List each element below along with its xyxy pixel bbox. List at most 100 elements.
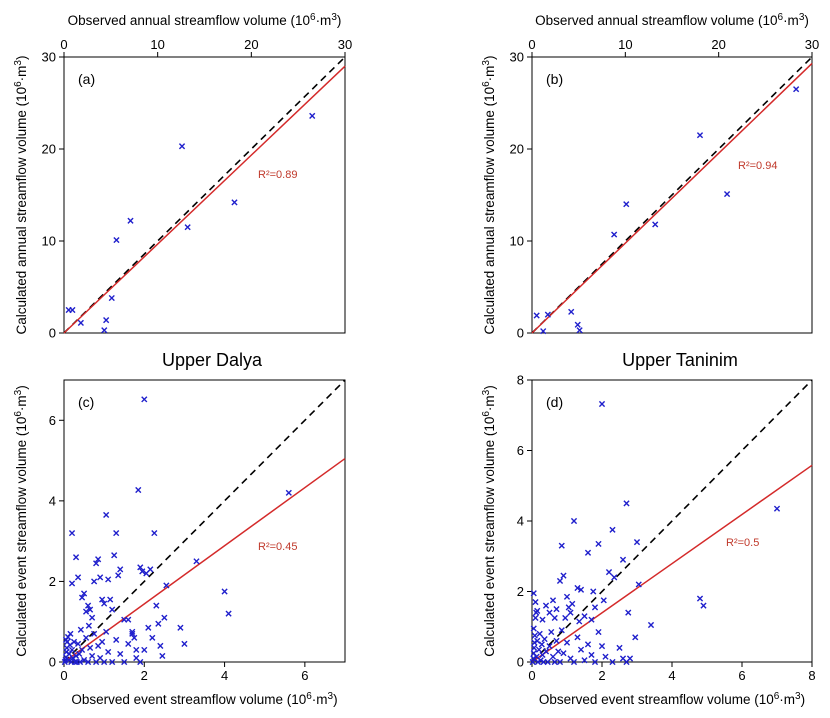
panel-d-data-point [616,644,623,651]
panel-c-data-point [129,628,136,635]
panel-c-data-point [68,529,76,537]
panel-a-data-point [101,327,108,334]
panel-d-y-tick-label: 6 [517,443,524,458]
panel-c-data-point [103,628,110,635]
panel-b-data-point [576,327,583,334]
panel-c-x-tick-label: 4 [221,668,228,683]
panel-c-data-point [80,590,88,597]
panel-c-data-point [115,572,122,579]
panel-d-x-tick-label: 6 [738,668,745,683]
panel-c-data-point [99,596,106,603]
panel-c-data-point [78,594,86,601]
panel-b-label: (b) [546,71,563,87]
panel-b-data-point [611,231,618,238]
panel-c-label: (c) [78,394,94,410]
panel-b-y-tick-label: 0 [517,326,524,341]
panel-a-data-point [103,317,110,324]
panel-c-data-point [71,658,78,666]
panel-b-x-axis-label: Observed annual streamflow volume (106·m… [535,12,809,29]
panel-b-data-point [568,308,575,315]
panel-c-data-point [68,646,76,654]
panel-c-data-point [157,642,164,649]
panel-c-data-point [225,610,232,617]
panel-c-data-point [161,614,168,621]
panel-d-data-point [556,577,564,585]
panel-c-frame [63,379,346,663]
panel-b-y-axis-label: Calculated annual streamflow volume (106… [481,55,498,334]
panel-b-data-point [540,328,547,335]
panel-a-x-axis-label: Observed annual streamflow volume (106·m… [68,12,342,29]
panel-c-data-point [72,554,80,561]
panel-a-y-tick-label: 20 [42,142,56,157]
panel-d-data-point [534,658,542,666]
panel-c-data-point [193,558,200,565]
panel-c-data-point [67,630,74,637]
panel-d-data-point [536,630,543,637]
panel-c-x-tick-label: 6 [301,668,308,683]
panel-c-x-axis-label: Observed event streamflow volume (106·m3… [71,691,337,708]
panel-c-data-point [76,650,83,658]
panel-c-data-point [91,630,98,637]
panel-c-data-point [82,608,90,615]
panel-a-fit-line [63,65,346,334]
panel-d-data-point [532,598,539,606]
panel-c-data-point [74,574,82,581]
panel-c-data-point [147,566,154,573]
panel-d-data-point [563,593,571,600]
panel-c-y-tick-label: 6 [49,413,56,428]
panel-b-data-point [793,86,800,93]
panel-b-data-point [544,311,551,318]
panel-c-data-point [131,634,138,641]
panel-c-y-tick-label: 0 [49,655,56,670]
panel-c-y-tick-label: 2 [49,574,56,589]
panel-c-data-point [89,652,96,660]
panel-c-data-point [72,652,80,660]
panel-d-data-point [538,641,545,648]
panel-c-data-point [105,648,112,656]
panel-a-data-point [77,319,84,326]
panel-d-data-point [556,658,564,666]
panel-d-data-point [553,637,560,644]
panel-c-data-point [101,658,108,666]
panel-c-data-point [109,658,116,666]
panel-b-data-point [652,221,659,228]
panel-c-x-tick-label: 2 [141,668,148,683]
panel-d-data-point [595,628,602,636]
panel-d-data-point [544,658,551,666]
panel-c-data-point [151,529,158,537]
panel-d-data-point [609,658,616,666]
panel-d-data-point [551,658,558,666]
panel-c-data-point [135,486,142,494]
panel-d-data-point [773,505,781,512]
panel-d-data-point [569,600,576,607]
panel-c-data-point [133,646,140,654]
panel-d-y-axis-label: Calculated event streamflow volume (106·… [481,385,498,657]
panel-d-data-point [632,634,639,641]
panel-c-data-point [89,614,96,621]
panel-c-data-point [84,602,92,609]
panel-c-data-point [91,578,98,585]
panel-a-x-tick-label: 30 [338,37,352,52]
panel-d-data-point [595,540,602,548]
panel-b-x-tick-label: 20 [711,37,725,52]
panel-d-data-point [635,581,642,588]
panel-d-y-tick-label: 2 [517,584,524,599]
panel-c-x-tick-label: 0 [60,668,67,683]
panel-c-data-point [125,616,132,623]
panel-c-data-point [137,564,144,571]
panel-d-data-point [530,590,537,597]
panel-d-data-point [588,651,595,659]
panel-d-data-point [567,609,574,616]
panel-d-y-tick-label: 8 [517,373,524,388]
panel-c-data-point [113,636,120,643]
panel-c-data-point [93,560,100,567]
panel-c-data-point [105,576,112,583]
panel-d-data-point [531,639,538,646]
panel-a-frame [63,56,346,334]
panel-d-data-point [590,588,597,595]
panel-d-y-tick-label: 4 [517,514,524,529]
panel-c-y-tick-label: 4 [49,493,56,508]
panel-c-data-point [177,624,184,631]
panel-d-label: (d) [546,394,563,410]
panel-d-data-point [542,648,550,655]
